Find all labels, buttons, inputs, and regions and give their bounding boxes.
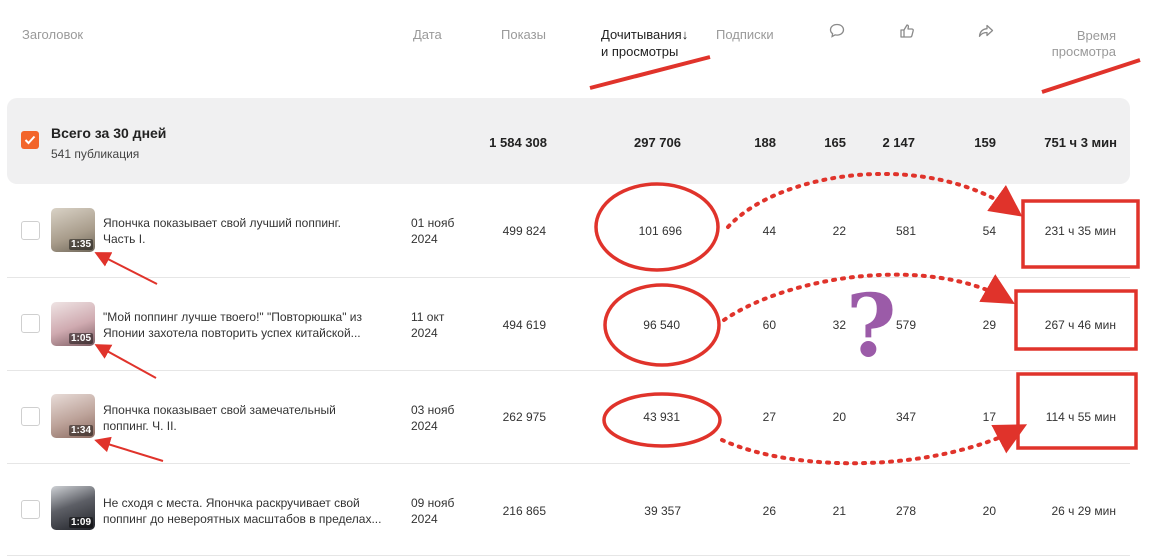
totals-title: Всего за 30 дней bbox=[51, 125, 167, 141]
col-watch-time-line2: просмотра bbox=[1051, 44, 1116, 59]
video-duration: 1:35 bbox=[68, 239, 93, 250]
row-shares: 17 bbox=[982, 410, 996, 424]
publication-title[interactable]: "Мой поппинг лучше твоего!" "Повторюшка"… bbox=[103, 310, 362, 340]
video-duration: 1:05 bbox=[68, 333, 93, 344]
row-views: 494 619 bbox=[502, 318, 546, 332]
row-reads: 43 931 bbox=[643, 410, 680, 424]
publication-date: 09 нояб 2024 bbox=[411, 496, 455, 526]
col-views[interactable]: Показы bbox=[501, 27, 546, 42]
row-shares: 54 bbox=[982, 224, 996, 238]
row-likes: 579 bbox=[895, 318, 916, 332]
row-watch-time: 267 ч 46 мин bbox=[1044, 318, 1116, 332]
table-row[interactable]: 1:05 "Мой поппинг лучше твоего!" "Повтор… bbox=[0, 278, 1160, 370]
row-shares: 29 bbox=[982, 318, 996, 332]
row-views: 499 824 bbox=[502, 224, 546, 238]
totals-row: Всего за 30 дней 541 публикация 1 584 30… bbox=[7, 98, 1130, 184]
row-reads: 96 540 bbox=[643, 318, 680, 332]
publication-date: 11 окт 2024 bbox=[411, 310, 445, 340]
row-divider bbox=[7, 277, 1130, 278]
publication-date: 01 нояб 2024 bbox=[411, 216, 455, 246]
col-subs[interactable]: Подписки bbox=[716, 27, 774, 42]
row-checkbox[interactable] bbox=[21, 221, 40, 240]
video-thumbnail[interactable]: 1:34 bbox=[51, 394, 95, 438]
table-header: Заголовок Дата Показы Дочитывания↓ и про… bbox=[0, 0, 1160, 95]
table-row[interactable]: 1:34 Япончка показывает свой замечательн… bbox=[0, 371, 1160, 463]
publication-title[interactable]: Не сходя с места. Япончка раскручивает с… bbox=[103, 496, 382, 526]
video-duration: 1:34 bbox=[68, 425, 93, 436]
row-subs: 44 bbox=[762, 224, 776, 238]
totals-watch-time: 751 ч 3 мин bbox=[1044, 135, 1117, 150]
publication-date: 03 нояб 2024 bbox=[411, 403, 455, 433]
video-duration: 1:09 bbox=[68, 517, 93, 528]
row-views: 216 865 bbox=[502, 504, 546, 518]
totals-subtitle: 541 публикация bbox=[51, 147, 140, 161]
row-shares: 20 bbox=[982, 504, 996, 518]
row-watch-time: 231 ч 35 мин bbox=[1044, 224, 1116, 238]
row-comments: 32 bbox=[832, 318, 846, 332]
publication-title[interactable]: Япончка показывает свой замечательный по… bbox=[103, 403, 336, 433]
row-subs: 60 bbox=[762, 318, 776, 332]
row-watch-time: 26 ч 29 мин bbox=[1051, 504, 1116, 518]
row-checkbox[interactable] bbox=[21, 407, 40, 426]
row-checkbox[interactable] bbox=[21, 314, 40, 333]
row-likes: 347 bbox=[895, 410, 916, 424]
totals-likes: 2 147 bbox=[882, 135, 915, 150]
totals-views: 1 584 308 bbox=[489, 135, 547, 150]
totals-reads: 297 706 bbox=[634, 135, 681, 150]
like-icon[interactable] bbox=[898, 22, 916, 40]
col-reads-sorted[interactable]: Дочитывания↓ и просмотры bbox=[601, 27, 689, 59]
select-all-checkbox[interactable] bbox=[21, 131, 39, 149]
row-comments: 20 bbox=[832, 410, 846, 424]
col-watch-time[interactable]: Время bbox=[1076, 28, 1116, 43]
totals-shares: 159 bbox=[974, 135, 996, 150]
publication-title[interactable]: Япончка показывает свой лучший поппинг. … bbox=[103, 216, 341, 246]
table-row[interactable]: 1:09 Не сходя с места. Япончка раскручив… bbox=[0, 464, 1160, 556]
row-reads: 39 357 bbox=[644, 504, 681, 518]
row-divider bbox=[7, 370, 1130, 371]
row-subs: 27 bbox=[762, 410, 776, 424]
row-watch-time: 114 ч 55 мин bbox=[1045, 410, 1116, 424]
row-checkbox[interactable] bbox=[21, 500, 40, 519]
row-comments: 21 bbox=[832, 504, 846, 518]
totals-comments: 165 bbox=[824, 135, 846, 150]
col-title[interactable]: Заголовок bbox=[22, 27, 84, 42]
row-views: 262 975 bbox=[502, 410, 546, 424]
col-date[interactable]: Дата bbox=[413, 27, 442, 42]
table-row[interactable]: 1:35 Япончка показывает свой лучший попп… bbox=[0, 185, 1160, 277]
row-divider bbox=[7, 555, 1130, 556]
video-thumbnail[interactable]: 1:05 bbox=[51, 302, 95, 346]
check-icon bbox=[24, 135, 36, 145]
totals-subs: 188 bbox=[754, 135, 776, 150]
row-comments: 22 bbox=[832, 224, 846, 238]
row-subs: 26 bbox=[762, 504, 776, 518]
row-reads: 101 696 bbox=[638, 224, 682, 238]
comment-icon[interactable] bbox=[828, 22, 846, 40]
video-thumbnail[interactable]: 1:35 bbox=[51, 208, 95, 252]
video-thumbnail[interactable]: 1:09 bbox=[51, 486, 95, 530]
row-likes: 581 bbox=[895, 224, 916, 238]
share-icon[interactable] bbox=[977, 22, 995, 40]
row-divider bbox=[7, 463, 1130, 464]
row-likes: 278 bbox=[895, 504, 916, 518]
